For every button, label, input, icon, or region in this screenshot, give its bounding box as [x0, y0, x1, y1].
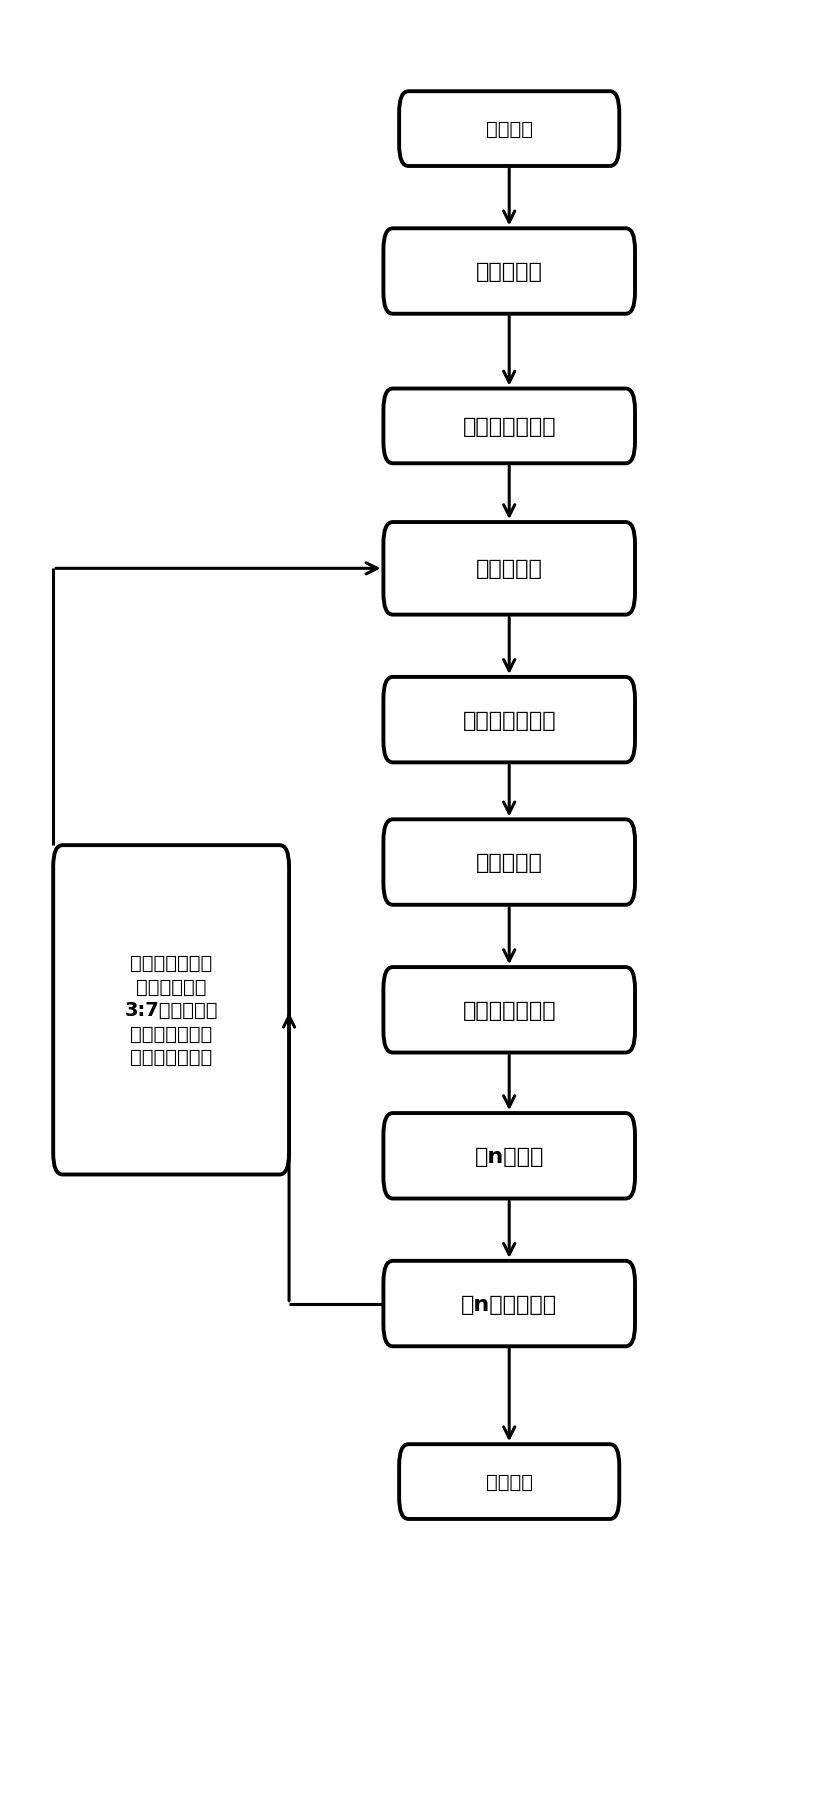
FancyBboxPatch shape — [383, 229, 635, 314]
FancyBboxPatch shape — [383, 678, 635, 763]
Text: 压路机选型: 压路机选型 — [475, 262, 543, 282]
FancyBboxPatch shape — [53, 846, 289, 1175]
FancyBboxPatch shape — [383, 1261, 635, 1346]
Text: 采用错距压实法
进行湖岸斜坡
3:7灰土垫层施
工，工艺循环直
至长坡施工完成: 采用错距压实法 进行湖岸斜坡 3:7灰土垫层施 工，工艺循环直 至长坡施工完成 — [125, 954, 218, 1066]
Text: 湖岸线测量放线: 湖岸线测量放线 — [462, 417, 556, 437]
FancyBboxPatch shape — [399, 92, 619, 166]
Text: 第一层削坡: 第一层削坡 — [475, 558, 543, 578]
FancyBboxPatch shape — [383, 522, 635, 614]
Text: 第二层刷坡: 第二层刷坡 — [475, 853, 543, 873]
Text: 第二层灰土施工: 第二层灰土施工 — [462, 1001, 556, 1021]
Text: 第n层灰土施工: 第n层灰土施工 — [462, 1294, 558, 1314]
FancyBboxPatch shape — [383, 820, 635, 905]
FancyBboxPatch shape — [399, 1444, 619, 1520]
Text: 边坡验收: 边坡验收 — [486, 1473, 532, 1491]
Text: 施工准备: 施工准备 — [486, 119, 532, 139]
FancyBboxPatch shape — [383, 967, 635, 1053]
FancyBboxPatch shape — [383, 389, 635, 464]
Text: 第n层刷坡: 第n层刷坡 — [475, 1146, 544, 1166]
Text: 第一层灰土施工: 第一层灰土施工 — [462, 710, 556, 730]
FancyBboxPatch shape — [383, 1113, 635, 1198]
